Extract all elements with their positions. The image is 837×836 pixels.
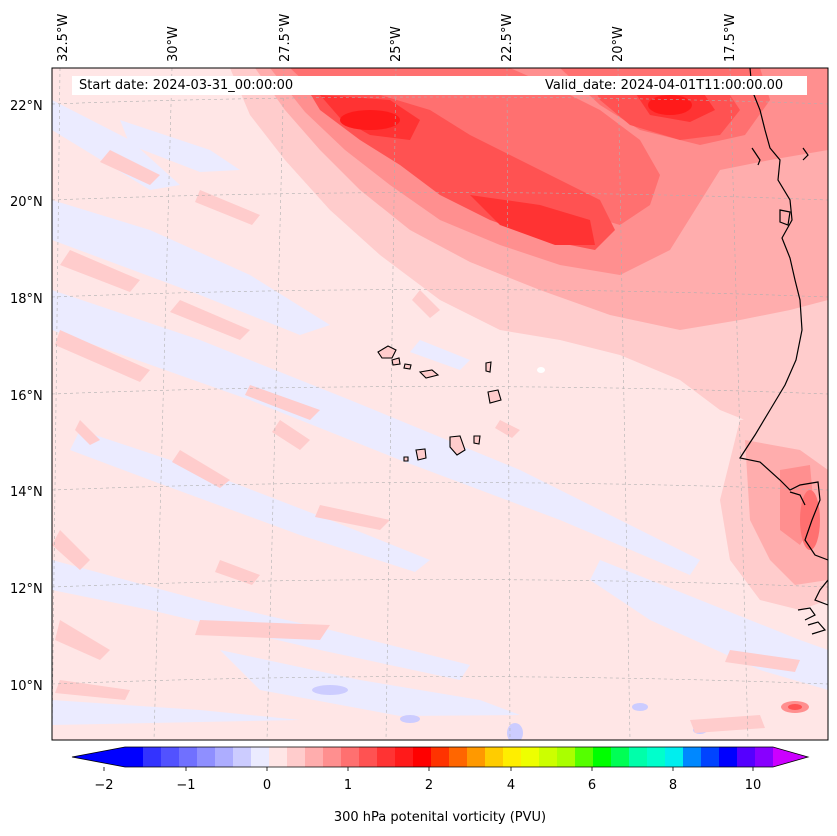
- colorbar-extend-high: [773, 747, 808, 767]
- colorbar-segment: [557, 747, 576, 767]
- valid-date-label: Valid_date: 2024-04-01T11:00:00.00: [545, 78, 784, 93]
- colorbar-segment: [143, 747, 162, 767]
- graticule: [52, 68, 828, 740]
- colorbar-segment: [431, 747, 450, 767]
- colorbar-segment: [629, 747, 648, 767]
- coastline: [739, 68, 828, 635]
- colorbar-segment: [197, 747, 216, 767]
- cb-tick-label: −1: [176, 778, 195, 793]
- colorbar-segment: [521, 747, 540, 767]
- lat-label: 22°N: [10, 99, 43, 114]
- longitude-labels: 32.5°W 30°W 27.5°W 25°W 22.5°W 20°W 17.5…: [56, 14, 738, 62]
- cb-tick-label: 8: [669, 778, 677, 793]
- lat-label: 10°N: [10, 679, 43, 694]
- cb-tick-label: 1: [344, 778, 352, 793]
- lon-label: 20°W: [611, 26, 626, 62]
- start-date-label: Start date: 2024-03-31_00:00:00: [79, 78, 294, 93]
- colorbar-segment: [467, 747, 486, 767]
- colorbar-segment: [611, 747, 630, 767]
- colorbar-segment: [665, 747, 684, 767]
- colorbar-segment: [593, 747, 612, 767]
- cb-tick-label: 4: [507, 778, 515, 793]
- colorbar-ticks: [103, 767, 754, 771]
- colorbar-segment: [359, 747, 378, 767]
- colorbar-segment: [737, 747, 756, 767]
- lat-label: 16°N: [10, 389, 43, 404]
- colorbar: −2 −1 0 1 2 4 6 8 10 300 hPa potenital v…: [71, 746, 810, 825]
- colorbar-segment: [755, 747, 774, 767]
- cape-verde-islands: [377, 345, 502, 462]
- cb-tick-label: 0: [263, 778, 271, 793]
- pv-field: [52, 68, 828, 740]
- colorbar-tick-labels: −2 −1 0 1 2 4 6 8 10: [94, 778, 761, 793]
- colorbar-segment: [395, 747, 414, 767]
- colorbar-segment: [161, 747, 180, 767]
- colorbar-segment: [233, 747, 252, 767]
- colorbar-segment: [575, 747, 594, 767]
- colorbar-extend-low: [72, 747, 125, 767]
- colorbar-title: 300 hPa potenital vorticity (PVU): [334, 810, 546, 825]
- cb-tick-label: 6: [588, 778, 596, 793]
- colorbar-segment: [305, 747, 324, 767]
- colorbar-outline: [71, 746, 810, 768]
- lat-label: 18°N: [10, 292, 43, 307]
- cb-tick-label: 10: [745, 778, 762, 793]
- colorbar-segment: [179, 747, 198, 767]
- colorbar-segment: [341, 747, 360, 767]
- lon-label: 22.5°W: [500, 14, 515, 62]
- lat-label: 20°N: [10, 195, 43, 210]
- colorbar-segment: [215, 747, 234, 767]
- white-spot: [537, 367, 545, 373]
- colorbar-segment: [485, 747, 504, 767]
- colorbar-segment: [323, 747, 342, 767]
- header-box: [72, 76, 807, 95]
- pv-band-175-c: [470, 195, 595, 245]
- colorbar-segment: [377, 747, 396, 767]
- colorbar-segment: [647, 747, 666, 767]
- colorbar-segment: [251, 747, 270, 767]
- cb-tick-label: −2: [94, 778, 113, 793]
- colorbar-segment: [287, 747, 306, 767]
- colorbar-segment: [683, 747, 702, 767]
- coastal-pv-125: [800, 490, 820, 550]
- colorbar-segments: [125, 747, 774, 767]
- cb-tick-label: 2: [425, 778, 433, 793]
- lon-label: 25°W: [389, 26, 404, 62]
- lon-label: 30°W: [166, 26, 181, 62]
- lon-label: 32.5°W: [56, 14, 71, 62]
- lon-label: 17.5°W: [723, 14, 738, 62]
- se-pv-spot-core: [788, 704, 802, 710]
- colorbar-segment: [701, 747, 720, 767]
- pv-max-1: [340, 110, 400, 130]
- colorbar-segment: [719, 747, 738, 767]
- lat-label: 14°N: [10, 485, 43, 500]
- colorbar-segment: [413, 747, 432, 767]
- latitude-labels: 22°N 20°N 18°N 16°N 14°N 12°N 10°N: [10, 99, 43, 694]
- pv-max-2: [648, 95, 692, 115]
- colorbar-segment: [269, 747, 288, 767]
- weak-positive-streaks: [52, 150, 800, 733]
- colorbar-segment: [449, 747, 468, 767]
- lon-label: 27.5°W: [278, 14, 293, 62]
- colorbar-segment: [125, 747, 144, 767]
- colorbar-segment: [503, 747, 522, 767]
- negative-pv-streaks: [52, 100, 828, 725]
- lat-label: 12°N: [10, 582, 43, 597]
- colorbar-segment: [539, 747, 558, 767]
- map-frame: [51, 67, 829, 741]
